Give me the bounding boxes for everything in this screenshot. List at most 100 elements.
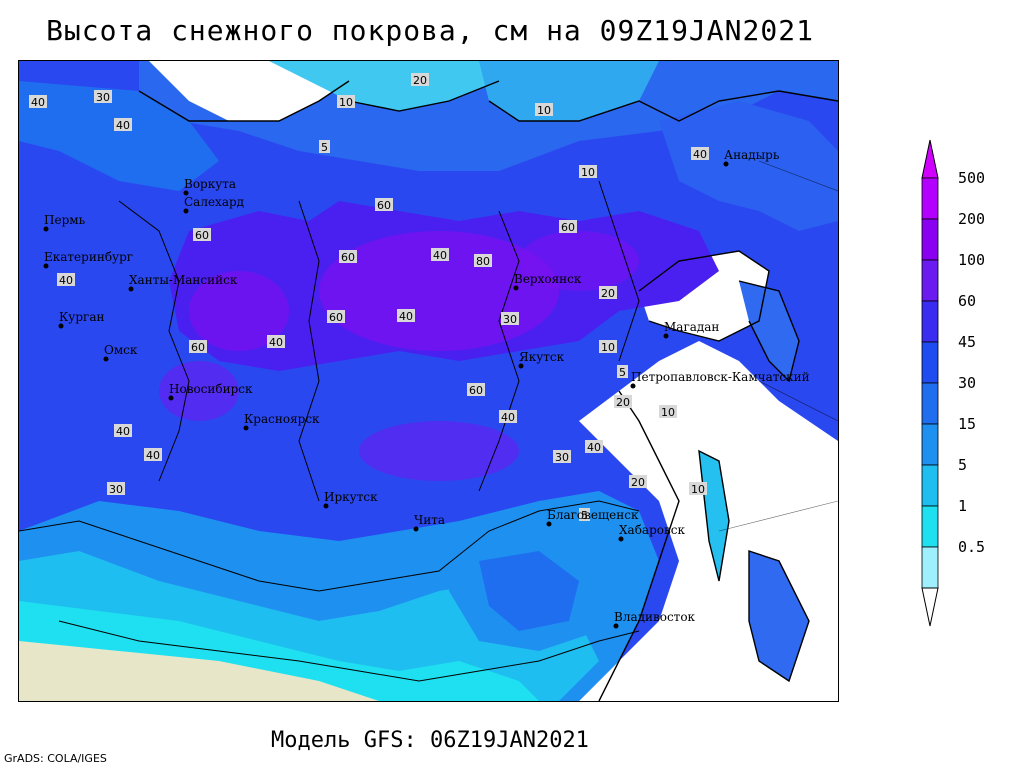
contour-label: 5 — [619, 366, 626, 379]
contour-label-box — [114, 424, 132, 437]
legend-level-label: 5 — [958, 456, 967, 474]
contour-label-box — [689, 482, 707, 495]
legend-level-label: 60 — [958, 292, 976, 310]
contour-label: 20 — [413, 74, 427, 87]
contour-label-box — [319, 140, 330, 153]
legend-swatch — [921, 423, 939, 466]
contour-label-box — [339, 250, 357, 263]
contour-label: 40 — [433, 249, 447, 262]
contour-label: 10 — [581, 166, 595, 179]
contour-label: 30 — [555, 451, 569, 464]
contour-label: 30 — [96, 91, 110, 104]
city-dot — [183, 190, 189, 196]
city-dot — [323, 503, 329, 509]
legend-level-label: 30 — [958, 374, 976, 392]
city-dot — [513, 285, 519, 291]
color-legend: 500 200 100 60 45 30 15 5 1 0.5 — [920, 138, 1020, 638]
kara-sea — [269, 61, 499, 111]
contour-label-box — [327, 310, 345, 323]
contour-label-box — [193, 228, 211, 241]
contour-label-box — [431, 248, 449, 261]
city-dot — [128, 286, 134, 292]
city-label: Курган — [59, 310, 104, 324]
contour-label: 10 — [537, 104, 551, 117]
legend-swatch — [921, 259, 939, 302]
contour-label-box — [375, 198, 393, 211]
contour-label: 60 — [191, 341, 205, 354]
contour-label: 60 — [195, 229, 209, 242]
contour-label-box — [617, 365, 628, 378]
city-label: Воркута — [184, 177, 236, 191]
kamchatka — [739, 281, 799, 381]
contour-label-box — [599, 340, 617, 353]
contour-label: 40 — [693, 148, 707, 161]
contour-labels: 40 30 40 10 20 10 5 10 40 60 60 40 80 60 60 60 40 30 20 10 5… — [29, 73, 709, 522]
legend-swatch — [921, 464, 939, 507]
contour-label-box — [691, 147, 709, 160]
legend-swatch — [921, 218, 939, 261]
contour-label-box — [411, 73, 429, 86]
legend-min-arrow — [921, 587, 939, 627]
contour-label: 40 — [31, 96, 45, 109]
city-dot — [723, 161, 729, 167]
contour-label-box — [29, 95, 47, 108]
contour-label: 60 — [561, 221, 575, 234]
zone-100-south — [359, 421, 519, 481]
contour-label-box — [559, 220, 577, 233]
legend-swatch — [921, 177, 939, 220]
map-title: Высота снежного покрова, см на 09Z19JAN2… — [46, 14, 814, 47]
city-dot — [518, 363, 524, 369]
legend-swatch — [921, 546, 939, 589]
city-dot — [546, 521, 552, 527]
contour-label: 60 — [329, 311, 343, 324]
contour-label-box — [94, 90, 112, 103]
city-dot — [43, 263, 49, 269]
city-label: Салехард — [184, 195, 244, 209]
city-label: Иркутск — [324, 490, 378, 504]
legend-level-label: 15 — [958, 415, 976, 433]
zone-100-east — [519, 231, 639, 291]
city-label: Владивосток — [614, 610, 696, 624]
city-dot — [58, 323, 64, 329]
contour-label: 60 — [341, 251, 355, 264]
contour-label-box — [579, 165, 597, 178]
city-label: Якутск — [519, 350, 565, 364]
legend-level-label: 100 — [958, 251, 985, 269]
coastlines — [138, 80, 838, 701]
legend-level-label: 500 — [958, 169, 985, 187]
contour-label: 80 — [476, 255, 490, 268]
contour-label-box — [337, 95, 355, 108]
contour-label: 40 — [116, 119, 130, 132]
contour-label-box — [467, 383, 485, 396]
city-dot — [630, 383, 636, 389]
contour-label: 30 — [109, 483, 123, 496]
contour-label: 5 — [321, 141, 328, 154]
contour-label-box — [535, 103, 553, 116]
city-dot — [413, 526, 419, 532]
contour-label: 5 — [581, 509, 588, 522]
zone-100-sw — [159, 361, 239, 421]
contour-label: 40 — [399, 310, 413, 323]
contour-label: 40 — [59, 274, 73, 287]
contour-label-box — [107, 482, 125, 495]
city-dot — [618, 536, 624, 542]
contour-label: 20 — [601, 287, 615, 300]
legend-swatch — [921, 300, 939, 343]
contour-label: 40 — [116, 425, 130, 438]
city-dot — [613, 623, 619, 629]
zone-30-nw — [19, 81, 219, 191]
contour-label-box — [474, 254, 492, 267]
city-dot — [663, 333, 669, 339]
contour-label-box — [57, 273, 75, 286]
contour-label-box — [579, 508, 590, 521]
contour-label: 40 — [146, 449, 160, 462]
contour-label-box — [614, 395, 632, 408]
contour-label-box — [189, 340, 207, 353]
legend-swatch — [921, 505, 939, 548]
city-label: Петропавловск-Камчатский — [631, 370, 810, 384]
city-label: Омск — [104, 343, 138, 357]
legend-level-label: 200 — [958, 210, 985, 228]
city-label: Благовещенск — [547, 508, 639, 522]
legend-max-arrow — [921, 139, 939, 179]
manchuria-inner — [479, 551, 579, 631]
